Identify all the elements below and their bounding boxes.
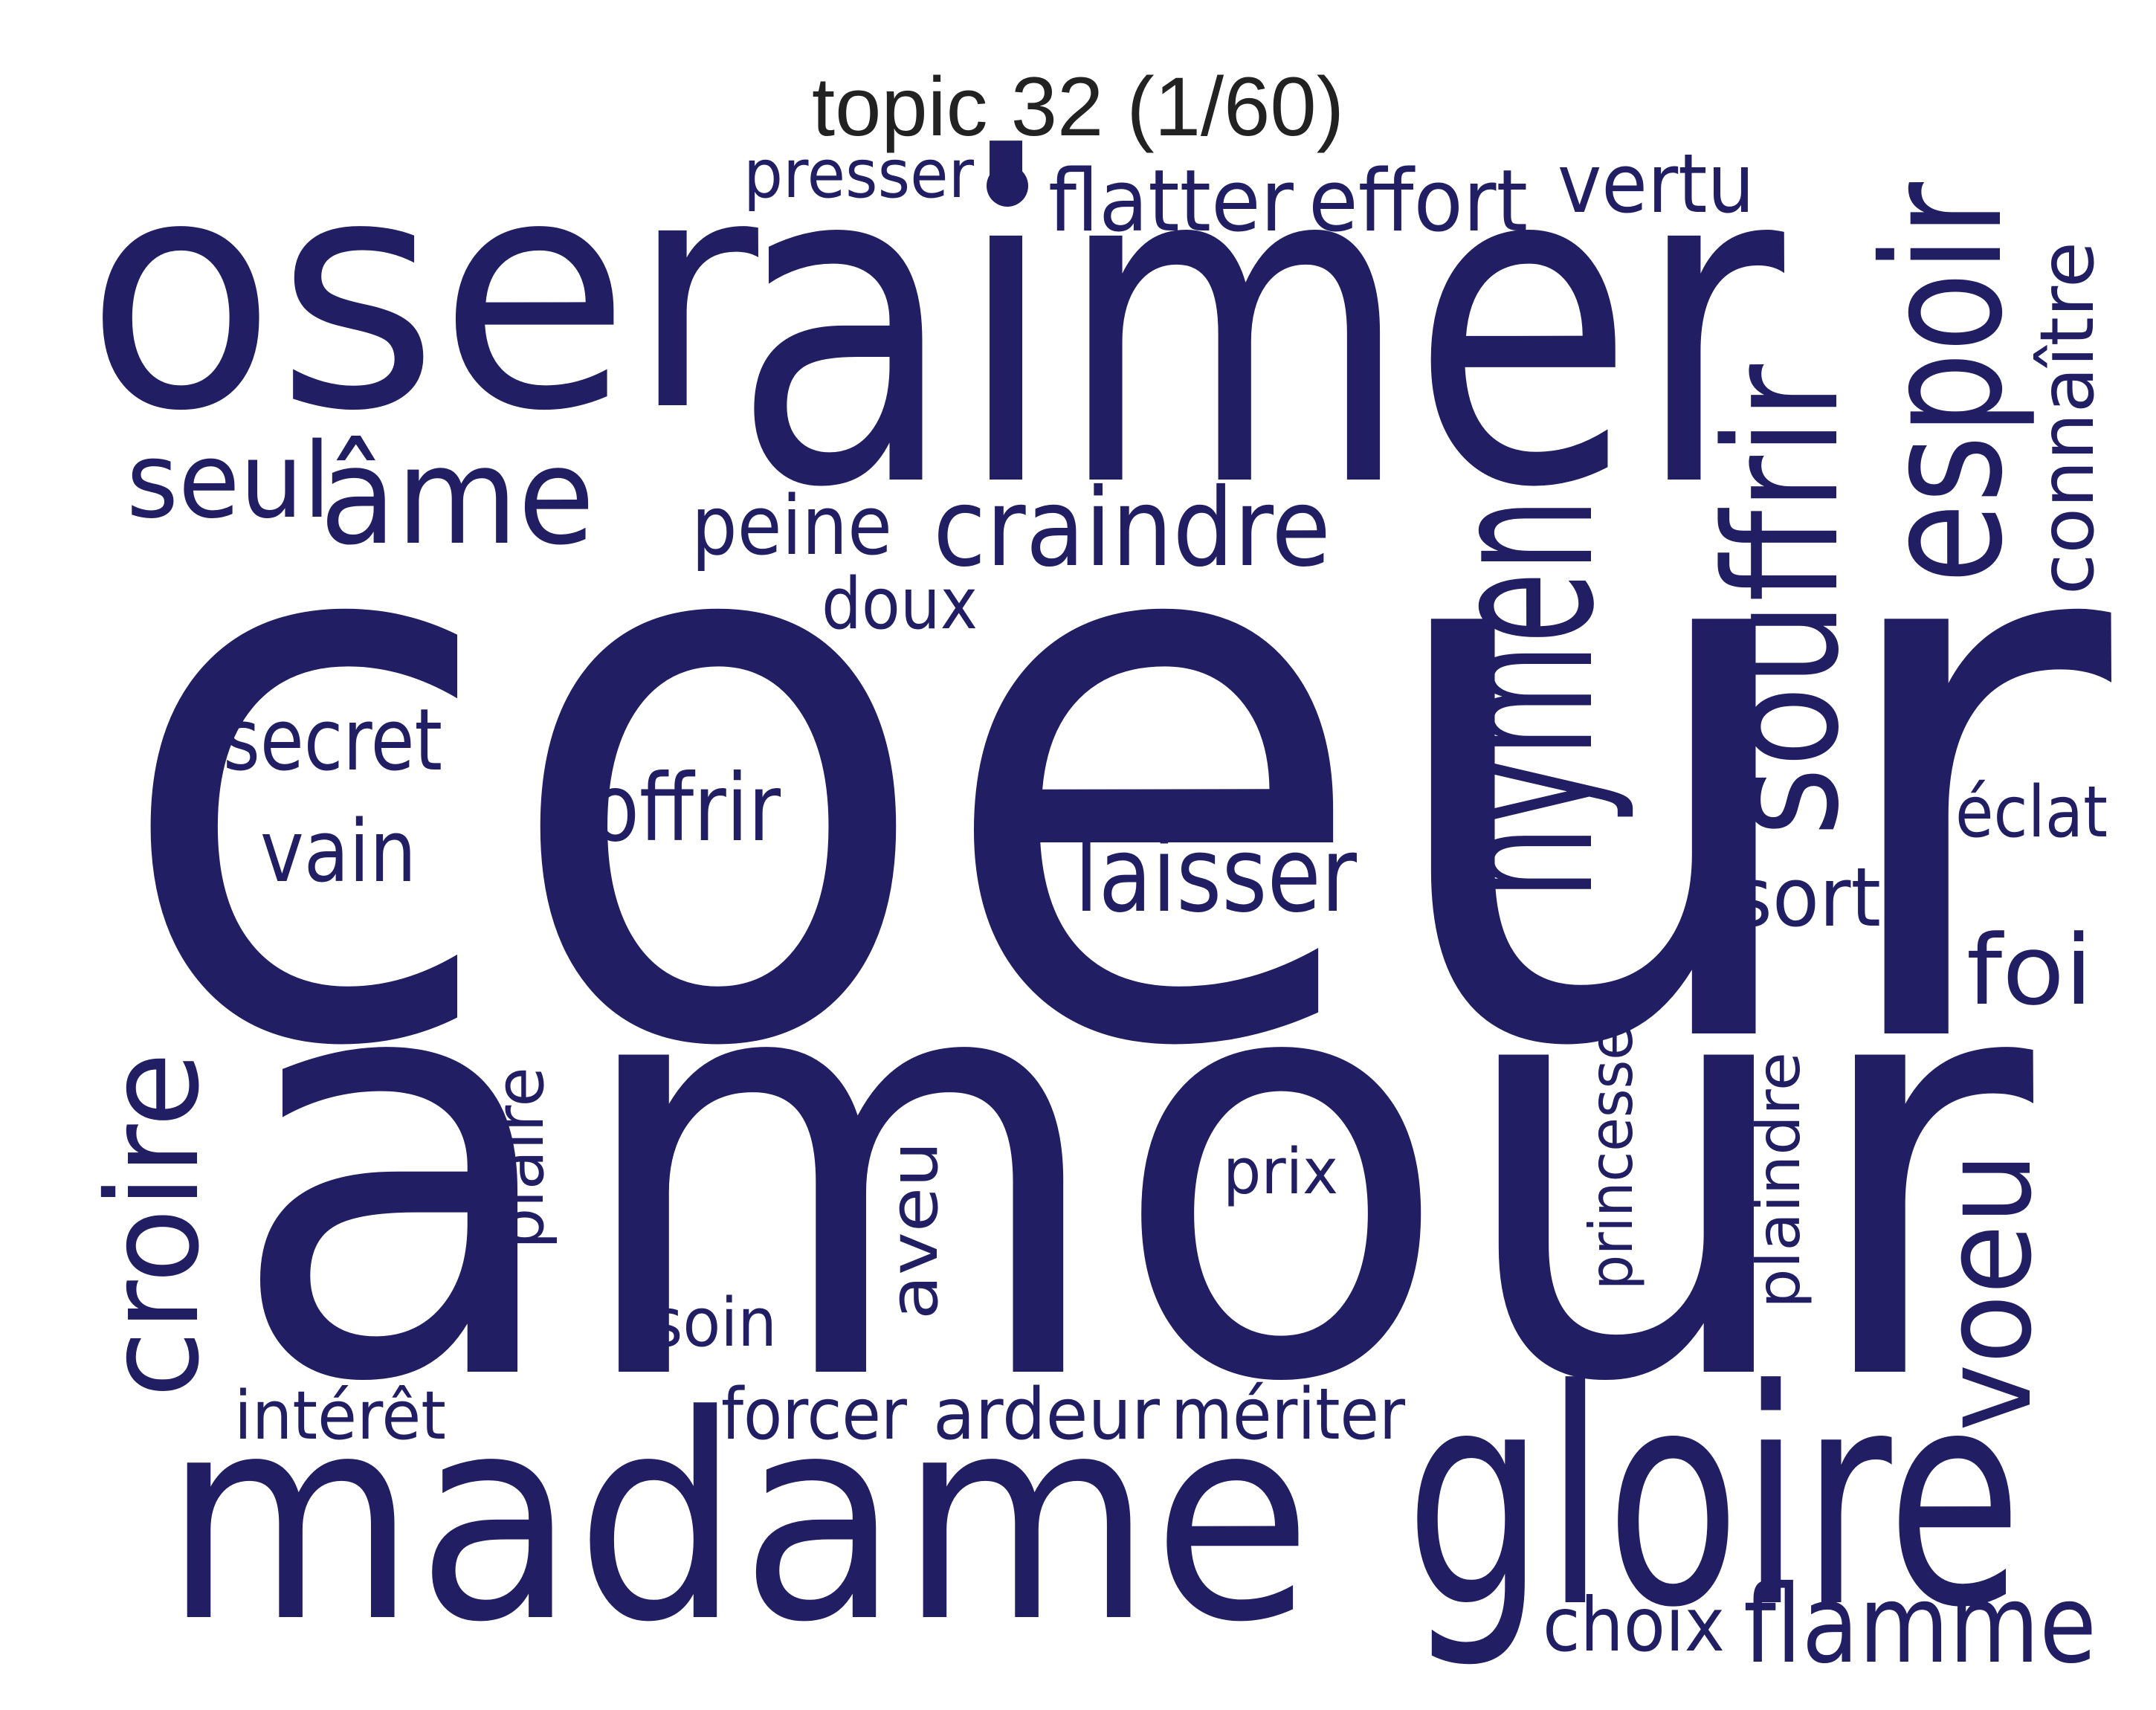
word-seul: seul (126, 421, 331, 542)
word-craindre: craindre (933, 465, 1331, 591)
word-ame: âme (320, 419, 595, 575)
word-plaire: plaire (481, 1067, 559, 1249)
word-croire: croire (80, 1052, 227, 1398)
word-laisser: laisser (1074, 815, 1357, 936)
word-plaindre: plaindre (1744, 1052, 1813, 1309)
word-flatter: flatter (1048, 152, 1294, 251)
word-meriter: mériter (1171, 1374, 1406, 1456)
word-coeur: coeur (112, 329, 2119, 1213)
word-offrir: offrir (591, 755, 781, 862)
word-peine: peine (691, 478, 892, 573)
word-forcer: forcer (721, 1374, 908, 1456)
word-aveu: aveu (875, 1141, 953, 1320)
page-title: topic 32 (1/60) (812, 60, 1344, 153)
word-madame: madame (164, 1355, 1312, 1684)
word-connaitre: connaître (2024, 242, 2111, 595)
word-prix: prix (1223, 1135, 1338, 1209)
word-gloire: gloire (1405, 1327, 2022, 1673)
word-amour: amour (227, 833, 2039, 1509)
word-effort: effort (1308, 152, 1528, 251)
word-eclat: éclat (1955, 772, 2108, 854)
word-ardeur: ardeur (933, 1374, 1161, 1456)
word-souffrir: souffrir (1691, 364, 1873, 836)
word-voeu: voeu (1916, 1152, 2059, 1431)
word-vain: vain (260, 802, 416, 902)
word-vertu: vertu (1558, 136, 1755, 231)
word-presser: presser (743, 135, 974, 213)
word-flamme: flamme (1743, 1562, 2097, 1688)
word-princesse: princesse (1577, 1026, 1646, 1290)
word-choix: choix (1543, 1581, 1725, 1668)
word-espoir: espoir (1848, 182, 2039, 584)
word-sort: sort (1732, 850, 1881, 945)
word-doux: doux (822, 564, 978, 645)
word-oser: oser (85, 109, 761, 481)
word-aimer: aimer (732, 65, 1788, 585)
word-interet: intérêt (234, 1377, 446, 1455)
word-hymen: hymen (1404, 498, 1639, 900)
word-soin: soin (651, 1284, 777, 1362)
dot-mark (987, 165, 1028, 207)
word-foi: foi (1966, 914, 2093, 1027)
word-secret: secret (223, 691, 442, 790)
